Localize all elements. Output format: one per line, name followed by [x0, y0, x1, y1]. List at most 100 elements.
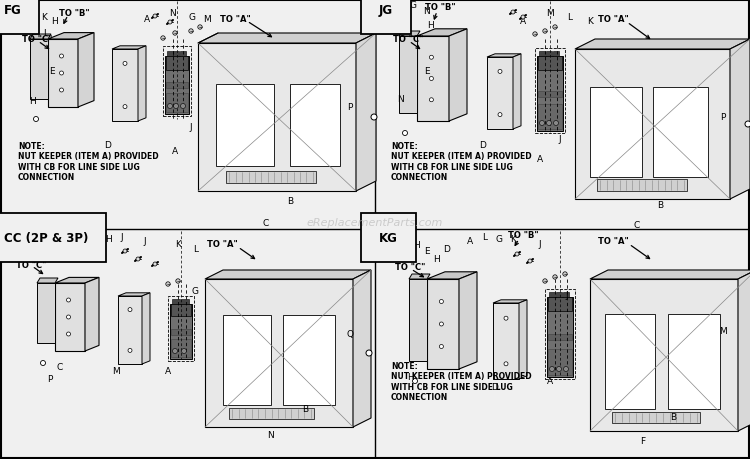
Text: TO "C": TO "C": [16, 260, 46, 269]
Text: FG: FG: [4, 4, 22, 17]
Polygon shape: [487, 58, 513, 130]
Bar: [181, 299, 189, 304]
Circle shape: [67, 315, 70, 319]
Bar: [668, 314, 720, 409]
Text: F: F: [29, 11, 34, 19]
Text: D: D: [479, 140, 487, 149]
Bar: [172, 299, 180, 304]
Bar: [290, 85, 340, 167]
Text: TO "B": TO "B": [424, 4, 455, 12]
Text: A: A: [537, 155, 543, 164]
Circle shape: [67, 298, 70, 302]
Polygon shape: [427, 280, 459, 369]
Circle shape: [532, 33, 537, 37]
Text: B: B: [287, 197, 293, 206]
Polygon shape: [513, 55, 521, 130]
Text: G: G: [496, 235, 502, 244]
Polygon shape: [487, 55, 521, 58]
Text: P: P: [53, 247, 58, 256]
Bar: [539, 52, 545, 57]
Text: F: F: [41, 247, 46, 256]
Text: H: H: [52, 17, 58, 27]
Text: C: C: [402, 245, 408, 254]
Text: JG: JG: [379, 4, 393, 17]
Bar: [180, 52, 186, 57]
Circle shape: [440, 300, 443, 304]
Text: H: H: [406, 373, 413, 382]
Text: TO "A": TO "A": [206, 240, 237, 249]
Polygon shape: [353, 270, 371, 427]
Bar: [546, 52, 552, 57]
Text: H: H: [433, 255, 440, 264]
Text: A: A: [144, 16, 150, 24]
Polygon shape: [30, 40, 48, 100]
Polygon shape: [118, 293, 150, 297]
Text: G: G: [188, 12, 196, 22]
Polygon shape: [142, 293, 150, 364]
Circle shape: [515, 252, 519, 257]
Text: J: J: [538, 240, 542, 249]
Text: B: B: [670, 413, 676, 421]
Text: TO "A": TO "A": [598, 237, 628, 246]
Text: D: D: [19, 245, 26, 254]
Polygon shape: [48, 34, 94, 40]
Text: TO "B": TO "B": [63, 242, 93, 251]
Bar: [173, 52, 179, 57]
Text: TO "B": TO "B": [58, 8, 89, 17]
Polygon shape: [493, 300, 527, 303]
Text: TO "B": TO "B": [508, 231, 538, 240]
Circle shape: [366, 350, 372, 356]
Circle shape: [430, 56, 433, 60]
Circle shape: [413, 379, 418, 384]
Polygon shape: [138, 47, 146, 122]
Polygon shape: [78, 34, 94, 108]
Text: J: J: [566, 290, 568, 299]
Text: G: G: [410, 0, 416, 10]
Circle shape: [430, 99, 433, 102]
Bar: [166, 94, 188, 113]
Polygon shape: [37, 279, 58, 283]
Text: L: L: [482, 233, 488, 242]
Circle shape: [166, 282, 170, 286]
Text: NOTE:
NUT KEEPER (ITEM A) PROVIDED
WITH CB FOR LINE SIDE LUG
CONNECTION: NOTE: NUT KEEPER (ITEM A) PROVIDED WITH …: [391, 142, 532, 182]
Text: P: P: [720, 113, 726, 122]
Bar: [653, 88, 708, 178]
Text: TO "C": TO "C": [395, 263, 425, 272]
Text: G: G: [191, 287, 199, 296]
Circle shape: [172, 32, 177, 36]
Circle shape: [176, 279, 180, 284]
Polygon shape: [85, 278, 99, 351]
Circle shape: [556, 367, 562, 372]
Text: NOTE:
NUT KEEPER (ITEM A) PROVIDED
WITH CB FOR LINE SIDE LUG
CONNECTION: NOTE: NUT KEEPER (ITEM A) PROVIDED WITH …: [18, 142, 159, 182]
Text: C: C: [634, 221, 640, 230]
Circle shape: [198, 26, 202, 30]
Bar: [556, 292, 562, 297]
Text: H: H: [414, 241, 420, 250]
Polygon shape: [409, 274, 430, 280]
Text: A: A: [547, 377, 553, 386]
Text: Q: Q: [346, 330, 353, 339]
Circle shape: [440, 322, 443, 326]
Circle shape: [504, 362, 508, 366]
Bar: [538, 57, 562, 71]
Text: P: P: [347, 103, 352, 112]
Text: CC (2P & 3P): CC (2P & 3P): [4, 231, 88, 245]
Text: C: C: [57, 363, 63, 372]
Bar: [538, 92, 562, 98]
Polygon shape: [37, 283, 55, 343]
Bar: [605, 314, 655, 409]
Text: J: J: [190, 123, 192, 132]
Circle shape: [40, 361, 46, 366]
Text: K: K: [510, 235, 516, 244]
Text: E: E: [29, 247, 34, 256]
Text: H: H: [427, 21, 433, 29]
Polygon shape: [547, 297, 573, 377]
Circle shape: [136, 257, 140, 262]
Text: B: B: [302, 405, 308, 414]
Text: L: L: [194, 245, 199, 254]
Bar: [590, 88, 642, 178]
Polygon shape: [575, 40, 750, 50]
Polygon shape: [427, 272, 477, 280]
Circle shape: [67, 332, 70, 336]
Bar: [171, 329, 191, 335]
